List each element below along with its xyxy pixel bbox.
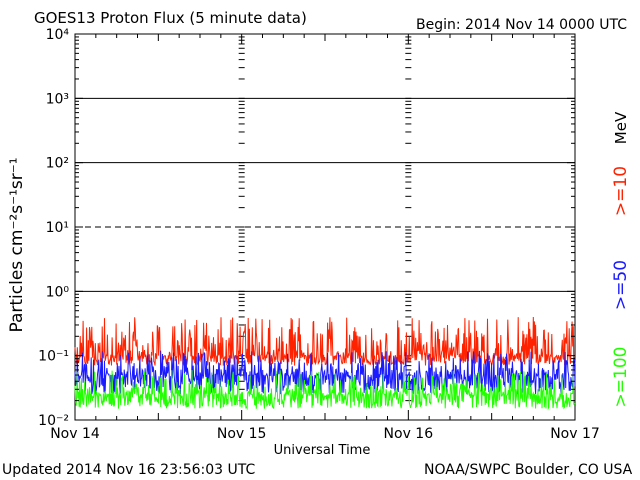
series-line-ge100 [74,370,576,411]
legend: MeV >=10 >=50 >=100 [611,111,631,407]
y-tick-label: 10⁴ [46,27,70,43]
x-tick-label: Nov 14 [50,426,100,442]
y-tick-label: 10⁰ [46,284,70,300]
y-tick-label: 10¹ [46,220,69,236]
legend-entry-ge10: >=10 [611,166,631,216]
series-lines [74,316,576,411]
legend-entry-ge50: >=50 [611,260,631,310]
y-tick-label: 10² [46,156,69,172]
x-tick-label: Nov 17 [550,426,600,442]
series-line-ge50 [74,350,576,395]
legend-unit: MeV [612,111,630,144]
series-line-ge10 [74,316,576,367]
chart-title: GOES13 Proton Flux (5 minute data) [34,9,307,27]
credit-label: NOAA/SWPC Boulder, CO USA [424,462,633,478]
y-tick-label: 10³ [46,91,69,107]
legend-entry-ge100: >=100 [611,347,631,408]
x-axis-title: Universal Time [274,443,371,458]
x-axis-ticks: Nov 14 Nov 15 Nov 16 Nov 17 [50,34,600,442]
begin-label: Begin: 2014 Nov 14 0000 UTC [416,17,627,33]
threshold-lines [75,97,575,292]
x-tick-label: Nov 15 [217,426,267,442]
y-tick-label: 10⁻¹ [38,349,69,365]
x-tick-label: Nov 16 [384,426,434,442]
y-tick-label: 10⁻² [38,413,69,429]
y-axis-ticks: 10⁻² 10⁻¹ 10⁰ 10¹ 10² 10³ 10⁴ [38,27,575,429]
y-axis-title: Particles cm⁻²s⁻¹sr⁻¹ [7,157,27,332]
updated-label: Updated 2014 Nov 16 23:56:03 UTC [2,462,255,478]
